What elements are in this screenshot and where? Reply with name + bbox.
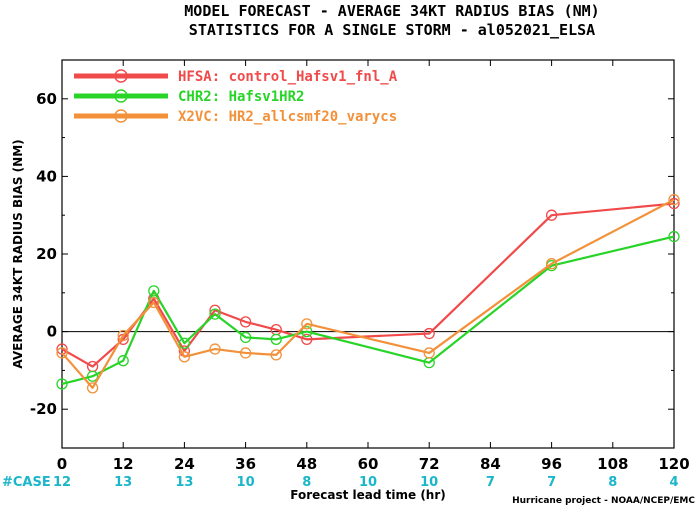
data-point [423, 347, 435, 359]
case-count: 7 [486, 475, 495, 490]
series-line [61, 198, 675, 389]
x-axis-title: Forecast lead time (hr) [290, 488, 446, 502]
x-tick-label: 12 [113, 455, 134, 473]
data-point [148, 296, 160, 309]
data-point [209, 343, 221, 355]
series-line [61, 202, 675, 368]
y-tick-label: -20 [30, 400, 57, 418]
case-count: 12 [53, 475, 71, 490]
data-point [668, 194, 680, 206]
series-2 [56, 194, 680, 394]
data-point [270, 333, 282, 346]
data-point [668, 197, 680, 210]
x-tick-label: 84 [480, 455, 501, 473]
case-count: 10 [359, 475, 377, 490]
legend-marker [114, 109, 128, 123]
data-point [423, 327, 435, 340]
chart-subtitle: STATISTICS FOR A SINGLE STORM - al052021… [189, 21, 595, 39]
case-count: 8 [608, 475, 617, 490]
data-point [86, 370, 99, 382]
x-tick-label: 36 [235, 455, 256, 473]
case-counts: 12 13 13 10 8 10 10 7 7 8 4 [53, 475, 679, 490]
legend-marker [114, 89, 128, 103]
case-count: 13 [175, 475, 193, 490]
case-count: 10 [420, 475, 438, 490]
data-point [301, 318, 313, 330]
x-tick-label: 96 [541, 455, 562, 473]
case-count: 13 [114, 475, 132, 490]
credit-text: Hurricane project - NOAA/NCEP/EMC [512, 496, 695, 506]
data-point [117, 329, 129, 342]
data-point [178, 351, 191, 363]
legend: HFSA: control_Hafsv1_fnl_A CHR2: Hafsv1HR… [74, 69, 398, 125]
data-point [209, 308, 221, 320]
case-count: 7 [547, 475, 556, 490]
data-point [148, 285, 160, 297]
data-point [56, 378, 68, 390]
data-point [86, 382, 99, 394]
x-tick-label: 48 [296, 455, 317, 473]
y-tick-label: 60 [36, 90, 57, 108]
x-tick-label: 0 [57, 455, 67, 473]
legend-marker [114, 69, 128, 83]
chart-title: MODEL FORECAST - AVERAGE 34KT RADIUS BIA… [184, 2, 599, 20]
y-tick-label: 0 [47, 323, 57, 341]
axis-ticks: 0 12 24 36 48 60 72 84 96 108 120 -20 0 20 40 60 [30, 59, 690, 473]
data-point [117, 355, 129, 367]
data-point [545, 258, 558, 270]
x-tick-label: 60 [358, 455, 379, 473]
data-point [239, 347, 252, 359]
case-count: 4 [669, 475, 678, 490]
data-point [56, 347, 68, 359]
data-point [239, 331, 252, 344]
legend-label: HFSA: control_Hafsv1_fnl_A [178, 69, 398, 85]
data-point [545, 209, 558, 221]
case-label: #CASE [2, 475, 51, 490]
y-axis-title: AVERAGE 34KT RADIUS BIAS (NM) [11, 139, 25, 368]
data-point [270, 349, 282, 361]
x-tick-label: 120 [658, 455, 689, 473]
data-point [178, 337, 191, 349]
legend-label: X2VC: HR2_allcsmf20_varycs [178, 109, 397, 125]
x-tick-label: 24 [174, 455, 195, 473]
x-tick-label: 72 [419, 455, 440, 473]
case-count: 10 [237, 475, 255, 490]
data-point [301, 325, 313, 338]
y-tick-label: 20 [36, 245, 57, 263]
case-count: 8 [302, 475, 311, 490]
x-tick-label: 108 [597, 455, 628, 473]
series-lines [56, 194, 680, 394]
data-point [239, 316, 252, 328]
data-point [668, 230, 680, 243]
series-1 [56, 230, 680, 390]
data-point [301, 333, 313, 346]
series-line [61, 235, 675, 386]
legend-label: CHR2: Hafsv1HR2 [178, 89, 304, 105]
y-tick-label: 40 [36, 167, 57, 185]
series-0 [56, 197, 680, 373]
